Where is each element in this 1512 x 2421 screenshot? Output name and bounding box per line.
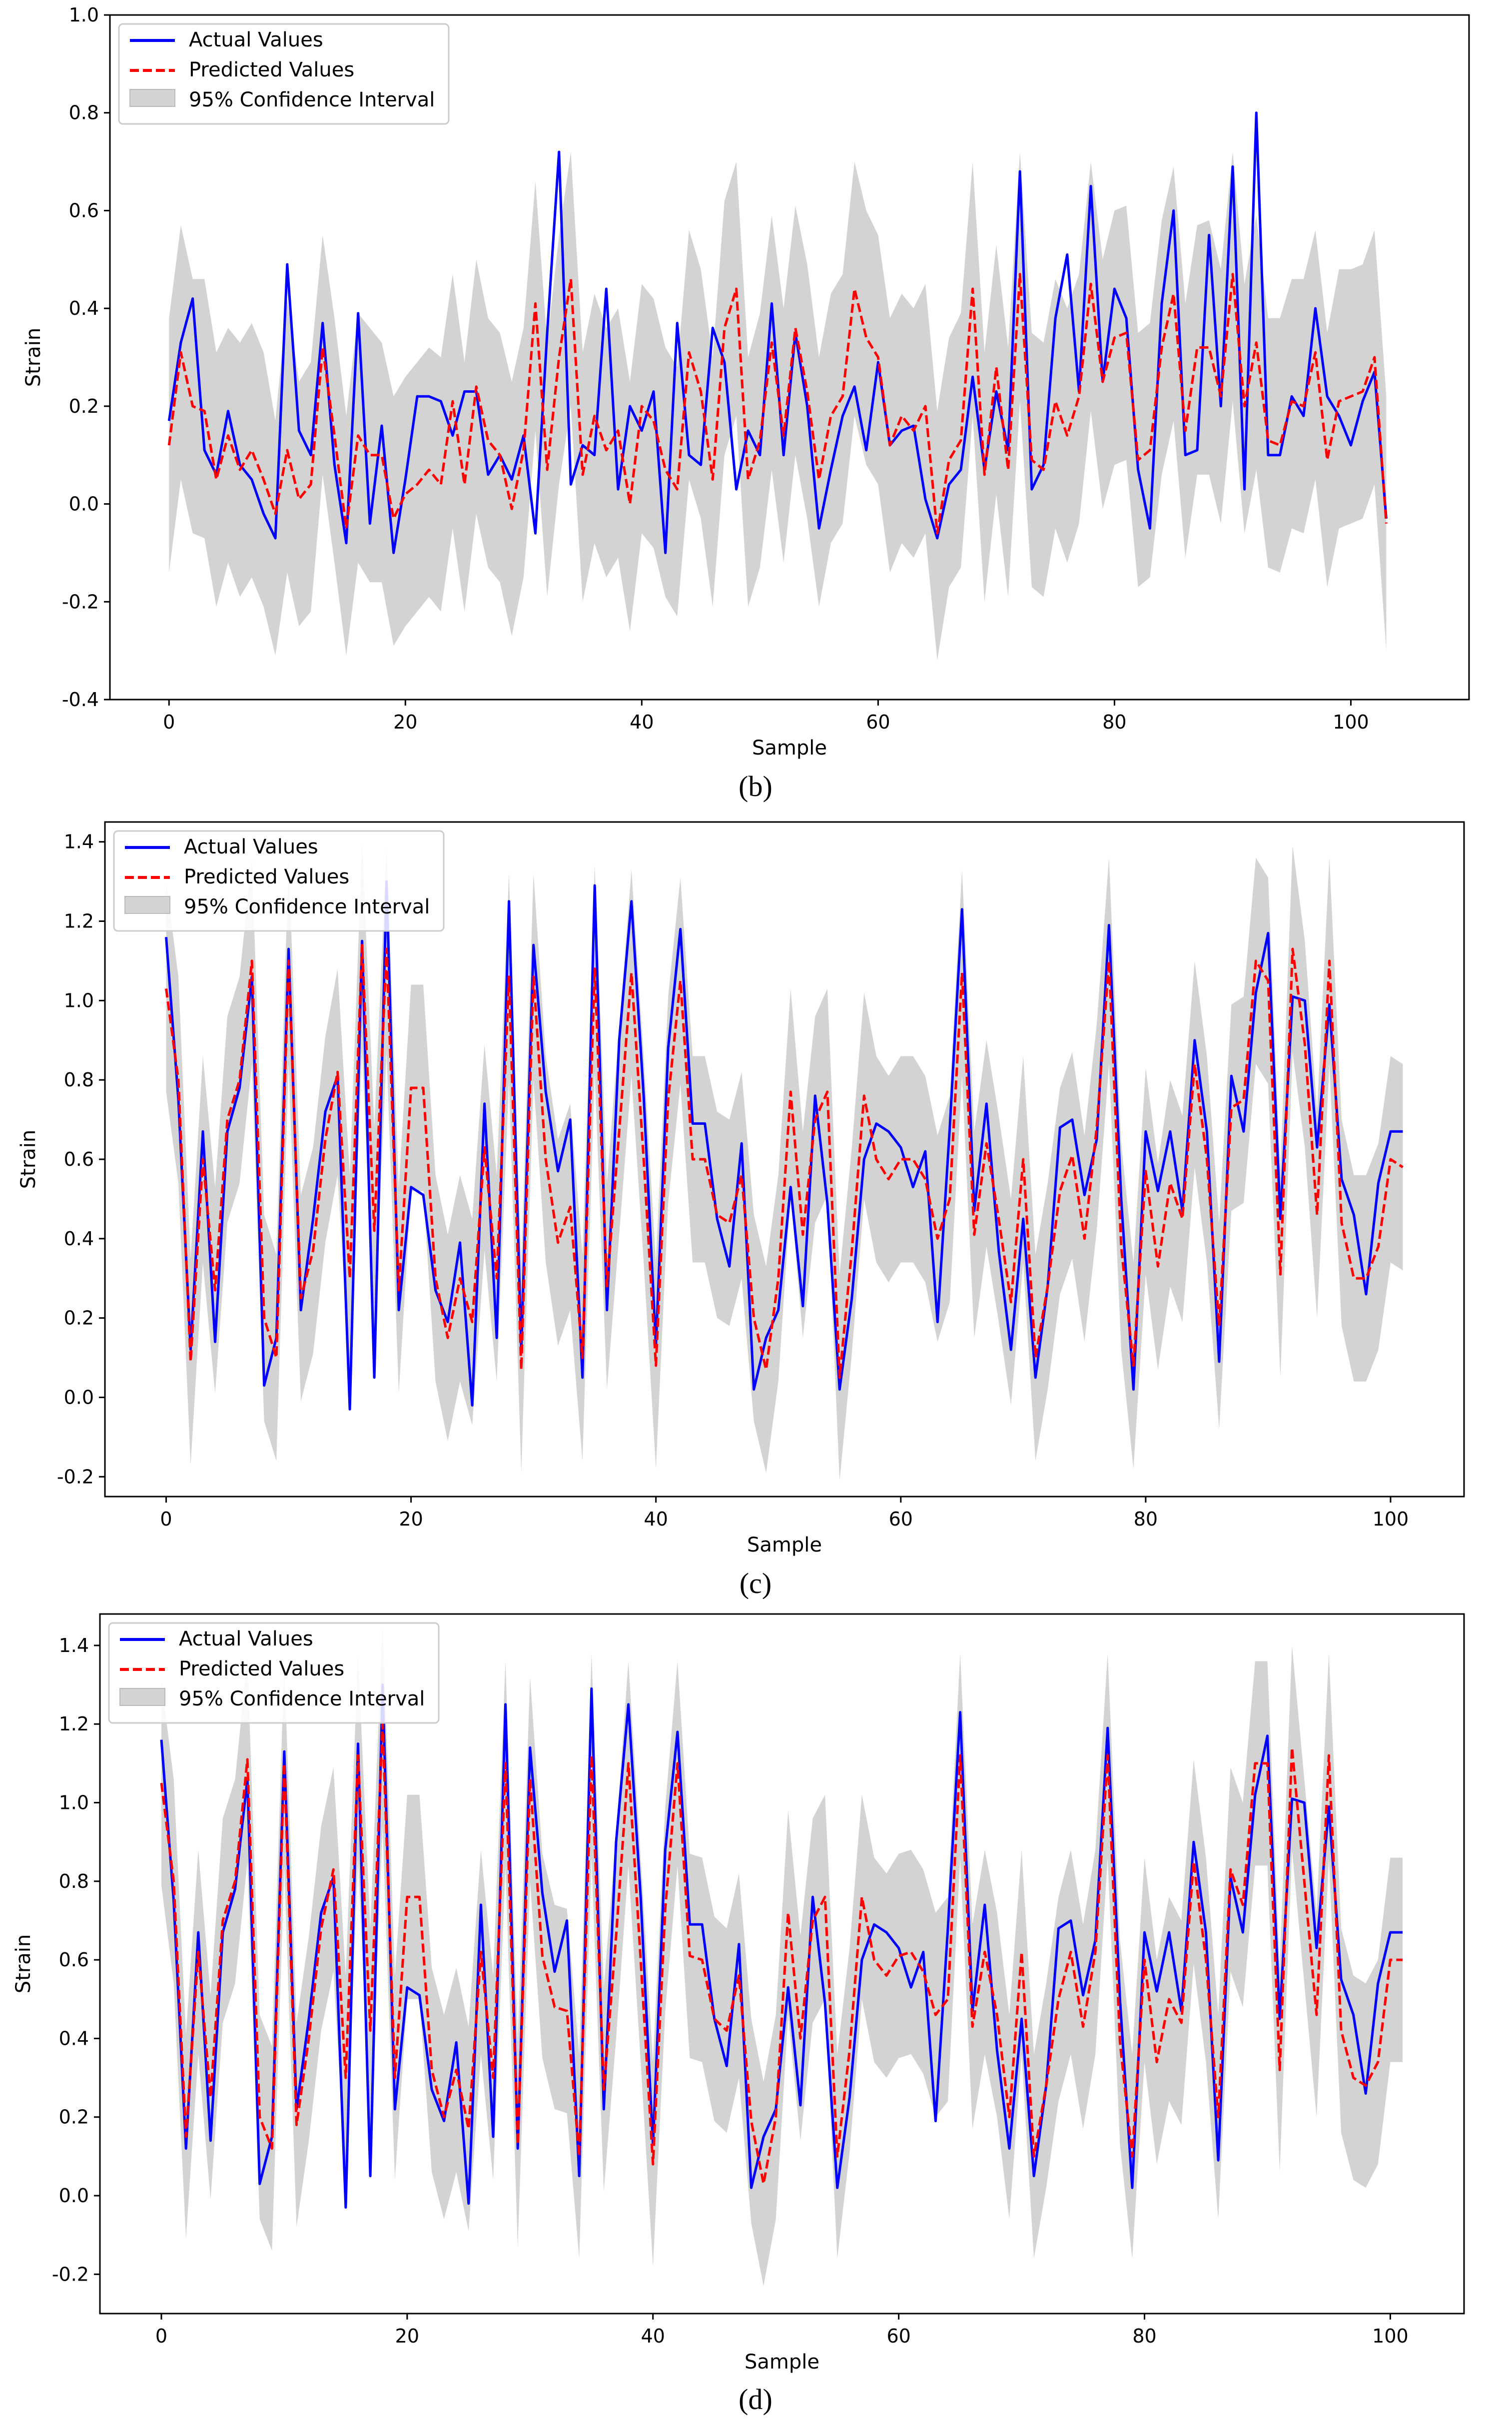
chart-c-xtick-label: 0 bbox=[160, 1508, 172, 1530]
chart-b-legend-band-label: 95% Confidence Interval bbox=[189, 88, 435, 111]
chart-b-legend-predicted-label: Predicted Values bbox=[189, 58, 354, 81]
chart-c-legend-band-swatch bbox=[124, 896, 170, 914]
chart-d-ytick-label: 0.6 bbox=[59, 1949, 89, 1971]
chart-d-series-predicted-line bbox=[160, 1722, 1403, 2185]
chart-b-ytick-label: -0.2 bbox=[62, 591, 99, 613]
chart-c-ylabel: Strain bbox=[17, 1130, 40, 1189]
chart-d-ylabel: Strain bbox=[12, 1934, 35, 1994]
chart-b-legend-actual-label: Actual Values bbox=[189, 28, 323, 51]
chart-d-ytick-label: 1.4 bbox=[59, 1634, 89, 1656]
chart-d-ytick-label: 1.0 bbox=[59, 1792, 89, 1814]
chart-d-xtick-label: 100 bbox=[1372, 2325, 1409, 2347]
chart-b-ytick-label: 1.0 bbox=[69, 4, 99, 26]
chart-b-xtick-label: 0 bbox=[163, 711, 175, 733]
chart-b-legend-band-swatch bbox=[129, 89, 175, 107]
chart-d-frame bbox=[99, 1613, 1465, 2315]
chart-c-plot-area bbox=[165, 841, 1404, 1481]
chart-c-ytick-label: 0.2 bbox=[64, 1307, 94, 1329]
chart-c-legend-band-label: 95% Confidence Interval bbox=[184, 895, 430, 918]
chart-b-xtick-label: 60 bbox=[866, 711, 890, 733]
chart-b-plot-area bbox=[167, 111, 1388, 661]
chart-b-confidence-band bbox=[169, 152, 1387, 661]
chart-c-xtick-label: 80 bbox=[1134, 1508, 1158, 1530]
chart-c-series-actual-line bbox=[165, 880, 1403, 1411]
caption-d: (d) bbox=[739, 2383, 772, 2416]
chart-d-ytick-label: 1.2 bbox=[59, 1713, 89, 1735]
chart-c-ytick-label: 1.0 bbox=[64, 989, 94, 1011]
chart-c-ytick-label: -0.2 bbox=[57, 1466, 94, 1488]
chart-d-legend-band-label: 95% Confidence Interval bbox=[179, 1687, 425, 1710]
chart-c-ytick-label: 0.0 bbox=[64, 1386, 94, 1408]
caption-c: (c) bbox=[739, 1567, 772, 1600]
chart-c-ytick-label: 1.2 bbox=[64, 910, 94, 932]
chart-d-legend-band-swatch bbox=[119, 1688, 165, 1706]
chart-d-series-actual-line bbox=[160, 1683, 1403, 2209]
chart-panel-c: 0 20 40 60 80 100 -0.2 0.0 0.2 0.4 0.6 0.8 1.0 1.2 1.4… bbox=[0, 800, 1512, 1599]
chart-b-frame bbox=[109, 14, 1470, 701]
chart-c-ytick-label: 1.4 bbox=[64, 831, 94, 853]
chart-c-legend-box bbox=[113, 830, 445, 932]
chart-c-svg: 0 20 40 60 80 100 -0.2 0.0 0.2 0.4 0.6 0.8 1.0 1.2 1.4… bbox=[17, 821, 1465, 1557]
chart-c-xtick-label: 100 bbox=[1373, 1508, 1409, 1530]
chart-d-plot-area bbox=[160, 1621, 1403, 2286]
chart-d-ytick-label: 0.2 bbox=[59, 2106, 89, 2128]
chart-d-ytick-label: 0.4 bbox=[59, 2027, 89, 2049]
chart-c-xtick-label: 60 bbox=[889, 1508, 913, 1530]
chart-d-legend-box bbox=[108, 1622, 440, 1724]
chart-b-xtick-label: 80 bbox=[1102, 711, 1126, 733]
chart-d-xtick-label: 0 bbox=[155, 2325, 167, 2347]
chart-b-svg: 0 20 40 60 80 100 -0.4 -0.2 0.0 0.2 0.4 0.6 0.8 1.0 Sa… bbox=[22, 4, 1470, 760]
chart-c-ytick-label: 0.4 bbox=[64, 1228, 94, 1250]
chart-d-xtick-label: 80 bbox=[1132, 2325, 1156, 2347]
chart-c-ytick-label: 0.8 bbox=[64, 1069, 94, 1091]
chart-d-legend-predicted-label: Predicted Values bbox=[179, 1657, 344, 1680]
chart-b-ytick-label: -0.4 bbox=[62, 689, 99, 711]
chart-c-ytick-label: 0.6 bbox=[64, 1148, 94, 1170]
chart-b-xlabel: Sample bbox=[752, 737, 827, 760]
chart-b-legend: Actual Values Predicted Values 95% Confide… bbox=[118, 23, 450, 125]
chart-c-xlabel: Sample bbox=[747, 1534, 822, 1557]
chart-b-ytick-label: 0.0 bbox=[69, 493, 99, 515]
chart-b-ytick-label: 0.2 bbox=[69, 395, 99, 417]
chart-d-xtick-label: 20 bbox=[395, 2325, 419, 2347]
chart-d-xlabel: Sample bbox=[745, 2351, 819, 2374]
chart-b-ytick-label: 0.6 bbox=[69, 199, 99, 221]
chart-d-svg: 0 20 40 60 80 100 -0.2 0.0 0.2 0.4 0.6 0.8 1.0 1.2 1.4… bbox=[12, 1613, 1465, 2374]
chart-c-xtick-label: 40 bbox=[644, 1508, 668, 1530]
chart-b-series-predicted-line bbox=[167, 273, 1388, 535]
chart-b-ytick-label: 0.8 bbox=[69, 102, 99, 124]
caption-b: (b) bbox=[739, 770, 772, 803]
chart-b-xtick-label: 20 bbox=[393, 711, 417, 733]
chart-panel-b: 0 20 40 60 80 100 -0.4 -0.2 0.0 0.2 0.4 0.6 0.8 1.0 Sa… bbox=[0, 0, 1512, 800]
chart-b-xtick-label: 40 bbox=[630, 711, 654, 733]
chart-b-xtick-label: 100 bbox=[1333, 711, 1369, 733]
chart-b-ytick-label: 0.4 bbox=[69, 297, 99, 319]
chart-b-ylabel: Strain bbox=[22, 328, 45, 387]
chart-panel-d: 0 20 40 60 80 100 -0.2 0.0 0.2 0.4 0.6 0.8 1.0 1.2 1.4… bbox=[0, 1599, 1512, 2421]
chart-b-legend-box bbox=[118, 23, 450, 125]
chart-d-legend: Actual Values Predicted Values 95% Confide… bbox=[108, 1622, 440, 1724]
chart-c-xtick-label: 20 bbox=[399, 1508, 423, 1530]
chart-d-xtick-label: 40 bbox=[641, 2325, 665, 2347]
chart-d-ytick-label: 0.0 bbox=[59, 2185, 89, 2207]
chart-d-legend-actual-label: Actual Values bbox=[179, 1627, 313, 1650]
chart-d-xtick-label: 60 bbox=[886, 2325, 910, 2347]
chart-c-legend-actual-label: Actual Values bbox=[184, 835, 318, 858]
chart-d-ytick-label: -0.2 bbox=[52, 2263, 89, 2285]
chart-c-series-predicted-line bbox=[165, 943, 1404, 1379]
chart-c-legend-predicted-label: Predicted Values bbox=[184, 865, 349, 888]
chart-c-legend: Actual Values Predicted Values 95% Confide… bbox=[113, 830, 445, 932]
chart-d-ytick-label: 0.8 bbox=[59, 1870, 89, 1892]
